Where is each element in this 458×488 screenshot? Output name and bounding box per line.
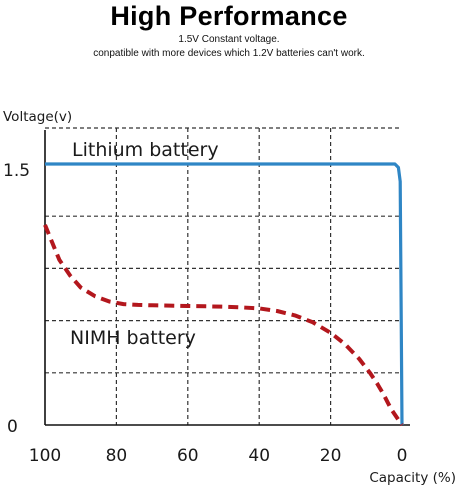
x-tick-label: 20 xyxy=(320,446,342,466)
y-tick-label: 1.5 xyxy=(3,161,30,181)
axes xyxy=(44,130,410,426)
series-group xyxy=(43,162,404,427)
x-tick-label: 40 xyxy=(248,446,270,466)
chart-subtitle-line-1: 1.5V Constant voltage. xyxy=(178,34,280,45)
lithium-battery-label: Lithium battery xyxy=(72,139,219,161)
lithium-battery-line xyxy=(45,162,404,426)
label-group: Lithium battery NIMH battery 100 80 60 40 20 0 1… xyxy=(3,109,456,486)
nimh-battery-line xyxy=(43,224,404,427)
x-tick-label: 80 xyxy=(106,446,128,466)
x-axis-label: Capacity (%) xyxy=(369,470,456,486)
chart-subtitle-line-2: conpatible with more devices which 1.2V … xyxy=(93,48,365,59)
grid-lines xyxy=(45,127,402,425)
nimh-battery-label: NIMH battery xyxy=(70,327,196,349)
x-tick-label: 0 xyxy=(397,446,408,466)
x-tick-label: 100 xyxy=(29,446,61,466)
y-tick-label: 0 xyxy=(7,417,18,437)
x-tick-label: 60 xyxy=(177,446,199,466)
y-axis-label: Voltage(v) xyxy=(3,109,72,125)
chart-title: High Performance xyxy=(110,1,348,31)
